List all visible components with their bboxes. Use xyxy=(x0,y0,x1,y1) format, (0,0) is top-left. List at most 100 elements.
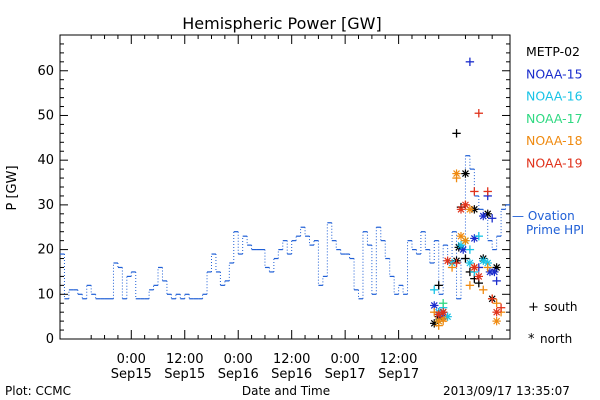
noaa-19-south-point xyxy=(470,187,479,196)
metp-02-south-point xyxy=(434,281,443,290)
y-tick-label: 40 xyxy=(37,153,54,168)
x-tick-date-label: Sep17 xyxy=(325,367,366,382)
y-axis-label: P [GW] xyxy=(5,165,20,210)
noaa-18-south-point xyxy=(492,299,501,308)
noaa-18-north-point xyxy=(452,169,461,178)
noaa-18-north-point xyxy=(492,316,501,326)
footer-plot-source: Plot: CCMC xyxy=(5,384,71,398)
noaa-16-south-point xyxy=(430,285,439,295)
x-tick-date-label: Sep17 xyxy=(378,367,419,382)
noaa-16-south-point xyxy=(474,231,484,241)
y-tick-label: 60 xyxy=(37,64,54,79)
noaa-18-south-point xyxy=(479,285,488,295)
star-stroke-d2 xyxy=(475,272,483,280)
metp-02-north-point xyxy=(461,169,470,178)
legend-north-label: north xyxy=(540,332,572,346)
noaa-19-north-point xyxy=(474,272,484,281)
star-stroke-d2 xyxy=(462,170,469,178)
star-stroke-d2 xyxy=(490,268,498,276)
star-stroke-d2 xyxy=(453,170,460,178)
star-stroke-d2 xyxy=(466,205,474,213)
star-stroke-d2 xyxy=(484,259,492,267)
noaa-19-south-point xyxy=(496,303,506,312)
ovation-series xyxy=(60,155,510,300)
noaa-19-north-point xyxy=(470,263,479,272)
x-axis: 0:00Sep1512:00Sep150:00Sep1612:00Sep160:… xyxy=(90,35,493,382)
x-tick-date-label: Sep16 xyxy=(218,367,259,382)
star-stroke-d2 xyxy=(439,315,447,323)
legend-noaa-16: NOAA-16 xyxy=(526,89,583,104)
star-stroke-d2 xyxy=(459,246,467,254)
noaa-18-south-point xyxy=(483,263,492,272)
noaa-15-south-point xyxy=(465,57,475,67)
x-tick-date-label: Sep16 xyxy=(271,367,312,382)
x-tick-time-label: 12:00 xyxy=(273,352,310,367)
noaa-15-north-point xyxy=(479,211,488,221)
star-stroke-d2 xyxy=(470,264,478,271)
noaa-19-north-point xyxy=(492,307,501,317)
satellite-legend: METP-02 NOAA-15 NOAA-16 NOAA-17 NOAA-18 NOAA-… xyxy=(526,44,583,171)
symbol-legend: + south * north xyxy=(528,300,578,347)
x-tick-time-label: 0:00 xyxy=(224,352,253,367)
legend-noaa-19: NOAA-19 xyxy=(526,156,583,171)
x-tick-time-label: 12:00 xyxy=(166,352,203,367)
noaa-19-south-point xyxy=(474,109,484,118)
chart-title: Hemispheric Power [GW] xyxy=(182,14,381,33)
noaa-15-south-point xyxy=(492,276,501,286)
y-tick-label: 0 xyxy=(46,332,54,347)
ovation-label-line2: Prime HPI xyxy=(526,223,584,237)
x-tick-date-label: Sep15 xyxy=(111,367,152,382)
noaa-18-south-point xyxy=(447,263,457,272)
noaa-15-south-point xyxy=(487,214,497,223)
noaa-16-south-point xyxy=(465,245,475,254)
x-tick-time-label: 12:00 xyxy=(380,352,417,367)
noaa-18-north-point xyxy=(461,236,470,245)
y-tick-label: 10 xyxy=(37,287,54,302)
plot-frame xyxy=(59,34,511,340)
legend-metp-02: METP-02 xyxy=(526,44,580,59)
noaa-15-north-point xyxy=(490,267,499,277)
noaa-19-north-point xyxy=(438,307,448,317)
x-tick-date-label: Sep15 xyxy=(164,367,205,382)
noaa-18-south-point xyxy=(465,281,475,290)
noaa-17-south-point xyxy=(438,299,448,308)
star-stroke-d2 xyxy=(462,237,469,245)
legend-noaa-17: NOAA-17 xyxy=(526,111,583,126)
noaa-19-north-point xyxy=(461,200,470,210)
y-axis: 0 10 20 30 40 50 60 xyxy=(37,34,510,347)
noaa-16-north-point xyxy=(479,256,488,265)
noaa-15-north-point xyxy=(470,234,479,243)
x-tick-time-label: 0:00 xyxy=(331,352,360,367)
star-stroke-d2 xyxy=(479,257,487,265)
star-stroke-d2 xyxy=(430,302,438,309)
star-stroke-d2 xyxy=(448,259,456,267)
satellite-points xyxy=(430,57,506,330)
x-tick-time-label: 0:00 xyxy=(117,352,146,367)
legend-south-label: south xyxy=(544,300,578,314)
noaa-19-south-point xyxy=(483,187,492,196)
x-axis-label: Date and Time xyxy=(242,384,330,398)
legend-north-symbol: * xyxy=(528,332,535,347)
legend-south-symbol: + xyxy=(528,300,539,315)
metp-02-south-point xyxy=(452,129,461,138)
star-stroke-d2 xyxy=(457,232,465,240)
y-tick-label: 50 xyxy=(37,108,54,123)
noaa-19-south-point xyxy=(487,294,497,303)
star-stroke-d2 xyxy=(462,201,469,209)
legend-noaa-15: NOAA-15 xyxy=(526,66,583,81)
metp-02-south-point xyxy=(461,254,470,263)
ovation-label-line1: — Ovation xyxy=(512,209,575,223)
star-stroke-d2 xyxy=(479,212,487,220)
legend-noaa-18: NOAA-18 xyxy=(526,133,583,148)
y-tick-label: 20 xyxy=(37,243,54,258)
noaa-19-south-point xyxy=(452,258,461,268)
star-stroke-d2 xyxy=(444,257,452,265)
y-tick-label: 30 xyxy=(37,198,54,213)
star-stroke-d2 xyxy=(493,308,501,316)
star-stroke-d2 xyxy=(466,259,474,267)
noaa-19-north-point xyxy=(443,256,452,265)
footer-timestamp: 2013/09/17 13:35:07 xyxy=(443,384,570,398)
star-stroke-d2 xyxy=(493,317,501,325)
star-stroke-d2 xyxy=(439,308,447,316)
